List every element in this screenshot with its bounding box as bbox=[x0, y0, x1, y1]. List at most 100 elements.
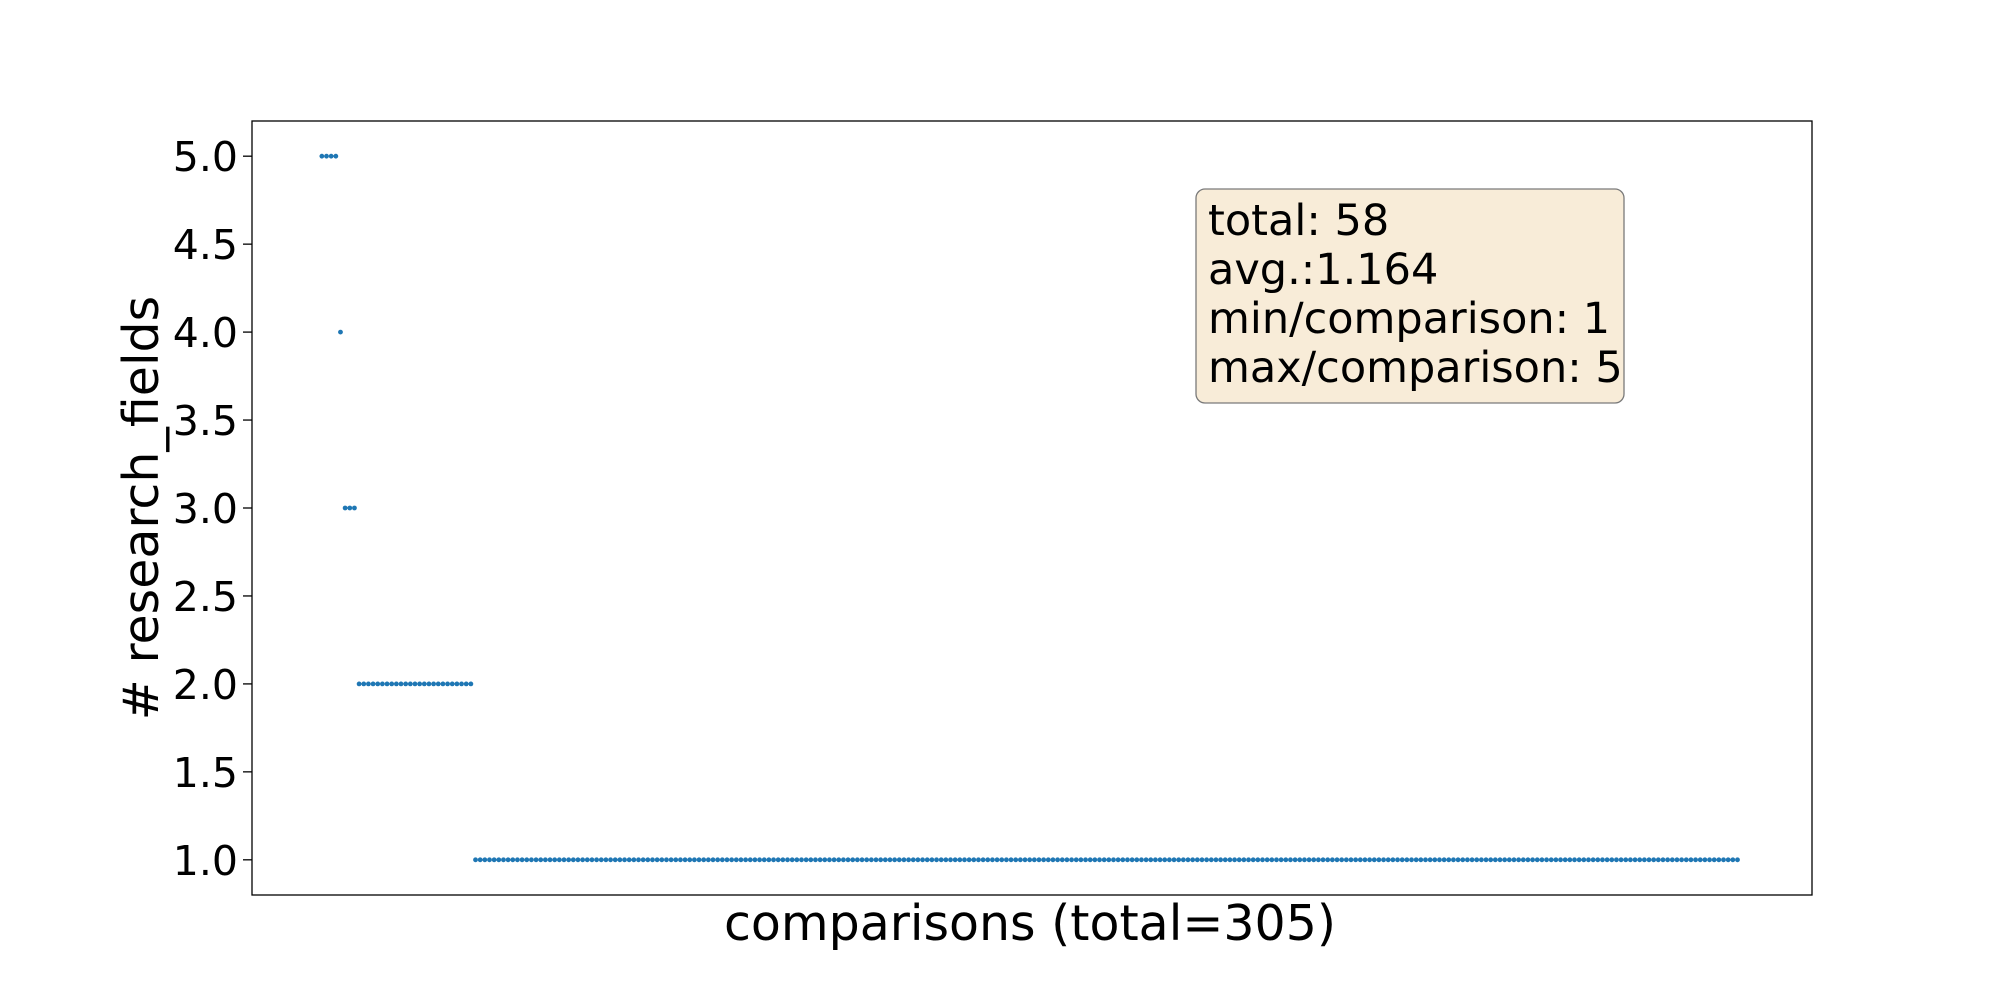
data-point bbox=[1520, 857, 1526, 863]
data-point bbox=[813, 857, 818, 863]
data-point bbox=[328, 153, 334, 159]
data-point bbox=[1241, 857, 1247, 863]
data-point bbox=[640, 857, 646, 863]
data-point bbox=[1339, 857, 1345, 863]
data-point bbox=[1460, 857, 1466, 863]
data-point bbox=[976, 857, 981, 863]
stats-max: max/comparison: 5 bbox=[1208, 343, 1623, 393]
data-point bbox=[1199, 857, 1205, 863]
data-point bbox=[1260, 857, 1265, 863]
data-point bbox=[1725, 857, 1731, 863]
data-point bbox=[482, 857, 488, 863]
data-point bbox=[1562, 857, 1568, 863]
data-point bbox=[366, 681, 371, 687]
data-point bbox=[1134, 857, 1140, 863]
data-point bbox=[799, 857, 804, 863]
y-tick-label: 1.0 bbox=[173, 837, 238, 885]
data-point bbox=[1176, 857, 1182, 863]
data-point bbox=[454, 681, 460, 687]
data-point bbox=[1623, 857, 1629, 863]
data-point bbox=[473, 857, 478, 863]
data-point bbox=[1427, 857, 1433, 863]
data-point bbox=[729, 857, 735, 863]
data-point bbox=[1222, 857, 1228, 863]
data-point bbox=[338, 329, 343, 335]
data-point bbox=[1204, 857, 1210, 863]
data-point bbox=[1073, 857, 1079, 863]
data-point bbox=[1278, 857, 1284, 863]
data-point bbox=[1655, 857, 1661, 863]
data-point bbox=[822, 857, 828, 863]
data-point bbox=[1539, 857, 1545, 863]
data-point bbox=[1683, 857, 1689, 863]
data-point bbox=[664, 857, 669, 863]
data-point bbox=[1302, 857, 1307, 863]
data-point bbox=[566, 857, 572, 863]
data-point bbox=[1008, 857, 1014, 863]
data-point bbox=[356, 681, 362, 687]
data-point bbox=[1069, 857, 1074, 863]
data-point bbox=[948, 857, 953, 863]
data-point bbox=[1665, 857, 1671, 863]
data-point bbox=[654, 857, 660, 863]
data-point bbox=[538, 857, 544, 863]
data-point bbox=[1502, 857, 1508, 863]
data-point bbox=[701, 857, 707, 863]
data-point bbox=[361, 681, 367, 687]
data-point bbox=[808, 857, 814, 863]
data-point bbox=[468, 681, 474, 687]
data-point bbox=[724, 857, 730, 863]
data-point bbox=[1455, 857, 1461, 863]
data-point bbox=[1506, 857, 1512, 863]
data-point bbox=[324, 153, 329, 159]
data-point bbox=[342, 505, 348, 511]
data-point bbox=[636, 857, 641, 863]
data-point bbox=[1213, 857, 1219, 863]
data-point bbox=[1381, 857, 1386, 863]
data-point bbox=[1641, 857, 1647, 863]
x-axis-label: comparisons (total=305) bbox=[724, 895, 1336, 952]
data-point bbox=[803, 857, 809, 863]
data-point bbox=[1180, 857, 1186, 863]
data-point bbox=[1469, 857, 1475, 863]
data-point bbox=[1614, 857, 1619, 863]
data-point bbox=[668, 857, 674, 863]
data-point bbox=[542, 857, 548, 863]
data-point bbox=[1693, 857, 1698, 863]
data-point bbox=[524, 857, 530, 863]
data-point bbox=[747, 857, 753, 863]
data-point bbox=[1022, 857, 1028, 863]
data-point bbox=[1041, 857, 1047, 863]
data-point bbox=[1735, 857, 1740, 863]
data-point bbox=[1250, 857, 1256, 863]
data-point bbox=[1101, 857, 1107, 863]
data-point bbox=[1311, 857, 1317, 863]
y-tick-label: 4.0 bbox=[173, 309, 238, 357]
stats-box-background bbox=[1195, 188, 1625, 404]
data-point bbox=[691, 857, 697, 863]
data-point bbox=[896, 857, 902, 863]
data-point bbox=[836, 857, 842, 863]
data-point bbox=[1320, 857, 1326, 863]
data-point bbox=[407, 681, 413, 687]
y-tick-label: 1.5 bbox=[173, 749, 238, 797]
data-point bbox=[710, 857, 716, 863]
data-point bbox=[789, 857, 795, 863]
data-point bbox=[1120, 857, 1126, 863]
data-point bbox=[957, 857, 963, 863]
data-point bbox=[1376, 857, 1382, 863]
data-point bbox=[1087, 857, 1093, 863]
data-point bbox=[1353, 857, 1359, 863]
data-point bbox=[1371, 857, 1377, 863]
data-point bbox=[1586, 857, 1591, 863]
data-point bbox=[705, 857, 711, 863]
data-point bbox=[626, 857, 632, 863]
data-point bbox=[1576, 857, 1582, 863]
data-point bbox=[1711, 857, 1717, 863]
data-point bbox=[1362, 857, 1368, 863]
data-point bbox=[743, 857, 749, 863]
data-point bbox=[1269, 857, 1275, 863]
data-point bbox=[384, 681, 390, 687]
data-point bbox=[440, 681, 446, 687]
data-point bbox=[719, 857, 725, 863]
